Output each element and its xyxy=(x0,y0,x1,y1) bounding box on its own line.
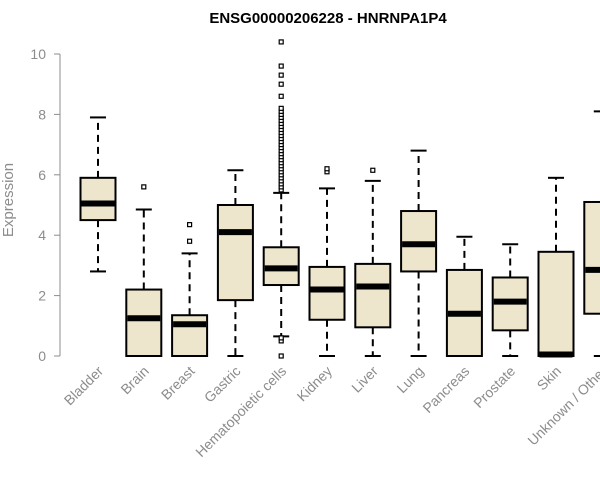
y-tick-label: 10 xyxy=(30,46,46,62)
box-7 xyxy=(400,149,438,357)
outlier-point xyxy=(278,72,284,78)
outlier-point xyxy=(278,105,284,111)
box-2 xyxy=(171,222,209,358)
x-tick-label: Skin xyxy=(534,363,565,394)
x-tick-label: Hematopoietic cells xyxy=(192,363,289,460)
outlier-point xyxy=(278,63,284,69)
x-tick-label: Kidney xyxy=(294,363,336,405)
box-rect xyxy=(216,204,254,302)
box-rect xyxy=(79,176,117,222)
y-tick-label: 2 xyxy=(38,288,46,304)
box-rect xyxy=(400,210,438,273)
outlier-point xyxy=(187,238,193,244)
x-tick-label: Prostate xyxy=(470,363,518,411)
outlier-point xyxy=(278,335,284,341)
outlier-point xyxy=(141,184,147,190)
box-rect xyxy=(537,250,575,357)
box-9 xyxy=(491,243,529,357)
box-10 xyxy=(537,176,575,358)
x-tick-label: Brain xyxy=(117,363,151,397)
outlier-point xyxy=(187,222,193,228)
outlier-point xyxy=(278,93,284,99)
box-rect xyxy=(125,288,163,357)
outlier-point xyxy=(278,353,284,359)
box-4 xyxy=(262,39,300,359)
y-axis-label: Expression xyxy=(0,163,17,237)
box-rect xyxy=(583,200,600,315)
x-tick-label: Pancreas xyxy=(419,363,472,416)
outlier-point xyxy=(324,166,330,172)
box-6 xyxy=(354,167,392,357)
y-tick-label: 8 xyxy=(38,106,46,122)
outlier-point xyxy=(370,167,376,173)
box-1 xyxy=(125,184,163,357)
x-tick-label: Lung xyxy=(393,363,426,396)
y-tick-label: 0 xyxy=(38,348,46,364)
y-tick-label: 6 xyxy=(38,167,46,183)
chart-title: ENSG00000206228 - HNRNPA1P4 xyxy=(209,10,447,27)
x-tick-label: Bladder xyxy=(61,363,107,409)
box-11 xyxy=(583,110,600,357)
box-5 xyxy=(308,166,346,357)
plot-area xyxy=(79,39,600,359)
x-tick-label: Gastric xyxy=(201,363,244,406)
y-axis: 0 2 4 6 8 10 xyxy=(30,46,61,364)
outlier-point xyxy=(278,39,284,45)
y-tick-label: 4 xyxy=(38,227,46,243)
x-tick-label: Breast xyxy=(158,363,198,403)
x-tick-label: Liver xyxy=(348,363,381,396)
box-8 xyxy=(445,235,483,357)
box-rect xyxy=(308,265,346,321)
box-0 xyxy=(79,116,117,273)
box-3 xyxy=(216,169,254,357)
box-rect xyxy=(354,262,392,329)
outlier-point xyxy=(278,81,284,87)
